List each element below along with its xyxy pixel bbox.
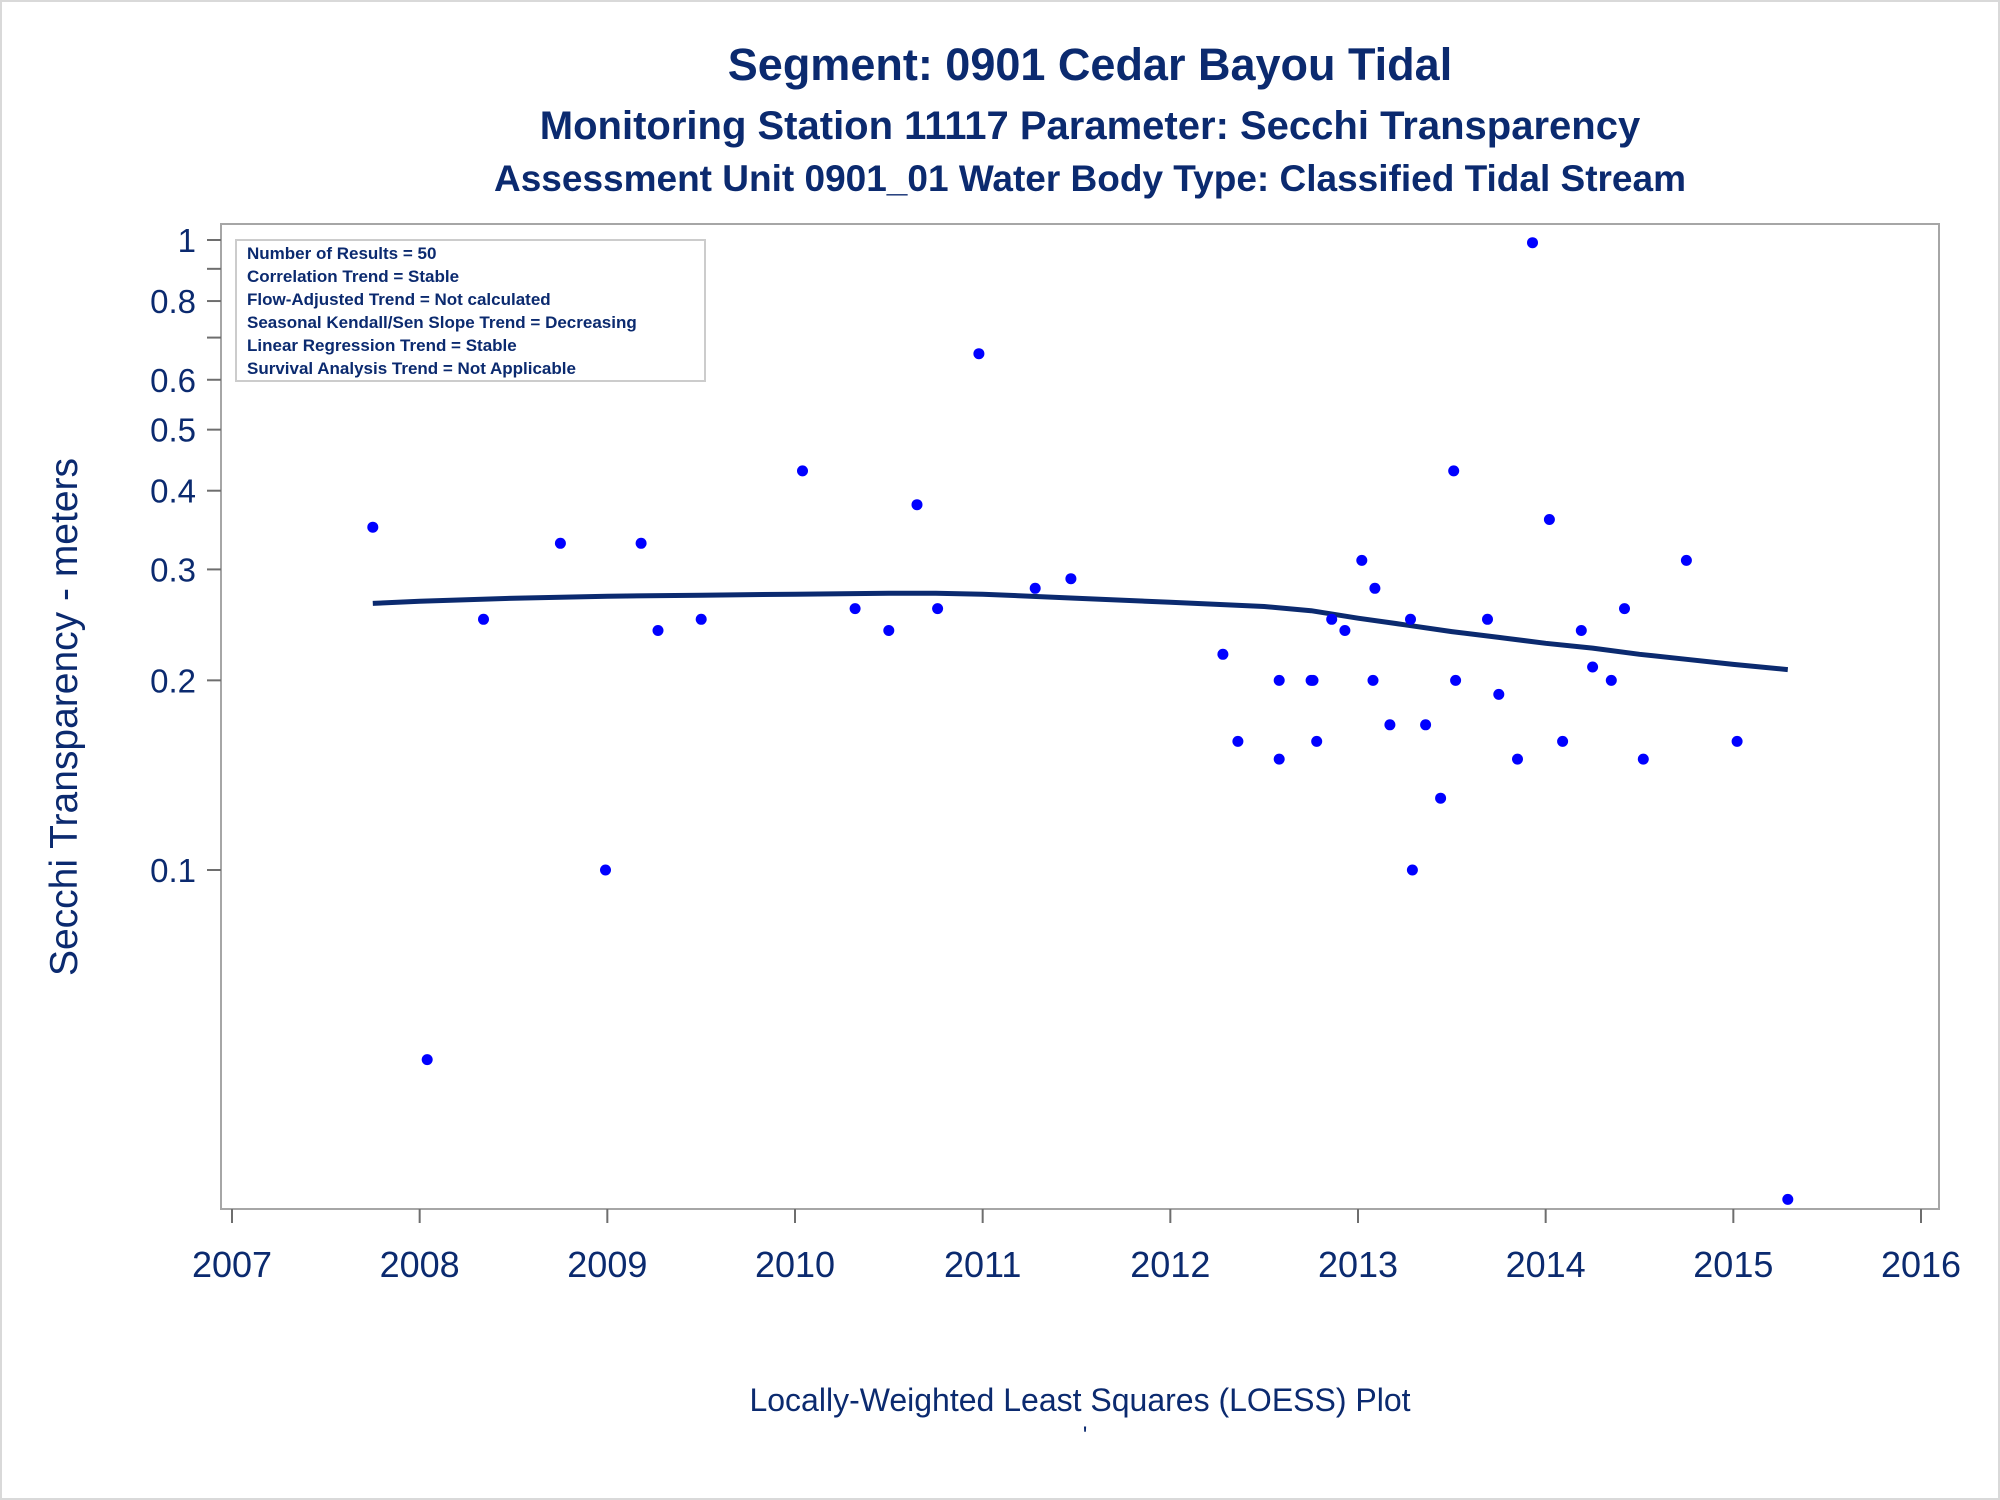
- y-tick-label: 1: [178, 222, 196, 259]
- plot-area: [220, 223, 1940, 1210]
- stats-line: Flow-Adjusted Trend = Not calculated: [247, 290, 551, 309]
- data-point: [1326, 613, 1338, 625]
- x-tick-label: 2014: [1506, 1244, 1586, 1285]
- data-point: [883, 625, 895, 636]
- stats-line: Seasonal Kendall/Sen Slope Trend = Decre…: [247, 313, 637, 332]
- stats-line: Linear Regression Trend = Stable: [247, 336, 517, 355]
- data-point: [1367, 674, 1379, 686]
- data-point: [1405, 613, 1416, 625]
- chart-subtitle: Monitoring Station 11117 Parameter: Secc…: [540, 104, 1641, 148]
- x-tick-label: 2015: [1693, 1244, 1773, 1285]
- data-point: [797, 465, 808, 477]
- stats-line: Correlation Trend = Stable: [247, 267, 459, 286]
- data-point: [1029, 582, 1041, 594]
- data-point: [1731, 735, 1743, 747]
- data-point: [1575, 625, 1587, 636]
- y-tick-label: 0.5: [150, 412, 196, 449]
- stats-line: Survival Analysis Trend = Not Applicable: [247, 359, 576, 378]
- data-point: [911, 499, 923, 511]
- data-point: [1339, 625, 1351, 636]
- x-tick-label: 2012: [1130, 1244, 1210, 1285]
- data-point: [1406, 864, 1418, 876]
- y-tick-label: 0.6: [150, 362, 196, 399]
- data-point: [1217, 648, 1229, 660]
- data-point: [849, 603, 861, 615]
- y-tick-label: 0.4: [150, 473, 196, 510]
- y-tick-label: 0.8: [150, 283, 196, 320]
- x-tick-label: 2011: [944, 1244, 1021, 1285]
- x-tick-label: 2009: [567, 1244, 647, 1285]
- data-point: [652, 625, 664, 636]
- data-point: [421, 1054, 433, 1066]
- data-point: [1356, 554, 1368, 566]
- y-axis: 0.1 0.2 0.3 0.4 0.5 0.6 0.8 1: [150, 222, 221, 889]
- data-point: [1065, 573, 1077, 585]
- data-point: [1493, 688, 1505, 700]
- data-point: [635, 537, 647, 549]
- y-tick-label: 0.1: [150, 852, 196, 889]
- data-point: [1273, 753, 1285, 765]
- data-point: [1637, 753, 1649, 765]
- data-point: [1680, 554, 1692, 566]
- x-tick-label: 2016: [1881, 1244, 1961, 1285]
- data-point: [1619, 603, 1630, 615]
- stats-box-frame: [235, 239, 706, 382]
- chart-footnote-mark: ': [1083, 1422, 1088, 1449]
- data-point: [1384, 719, 1396, 731]
- y-axis-label: Secchi Transparency - meters: [43, 458, 86, 976]
- data-point: [1782, 1193, 1794, 1205]
- data-point: [1527, 237, 1538, 249]
- data-point: [1448, 465, 1460, 477]
- stats-legend-box: Number of Results = 50 Correlation Trend…: [235, 239, 706, 382]
- x-axis: 2007 2008 2009 2010 2011 2012 2013 2014 2015 2016: [192, 1209, 1961, 1285]
- data-point: [1232, 735, 1244, 747]
- stats-line: Number of Results = 50: [247, 244, 436, 263]
- data-point: [1369, 582, 1381, 594]
- data-point: [1450, 674, 1462, 686]
- x-tick-label: 2013: [1318, 1244, 1398, 1285]
- x-tick-label: 2010: [755, 1244, 835, 1285]
- data-point: [478, 613, 489, 625]
- x-tick-label: 2008: [380, 1244, 460, 1285]
- y-tick-label: 0.2: [150, 662, 196, 699]
- data-point: [973, 348, 985, 360]
- chart-title: Segment: 0901 Cedar Bayou Tidal: [728, 39, 1452, 90]
- data-series: [367, 237, 1794, 1205]
- chart-subtitle-2: Assessment Unit 0901_01 Water Body Type:…: [494, 158, 1686, 199]
- data-point: [932, 603, 944, 615]
- x-tick-label: 2007: [192, 1244, 272, 1285]
- data-point: [600, 864, 611, 876]
- data-point: [554, 537, 566, 549]
- data-point: [1543, 514, 1555, 525]
- data-point: [367, 521, 379, 533]
- chart-footnote: Locally-Weighted Least Squares (LOESS) P…: [749, 1382, 1410, 1418]
- loess-trend-line: [372, 590, 1789, 673]
- data-point: [1587, 661, 1599, 673]
- data-point: [1273, 674, 1285, 686]
- data-point: [1435, 792, 1447, 804]
- y-tick-label: 0.3: [150, 551, 196, 588]
- data-point: [1557, 735, 1569, 747]
- data-point: [1311, 735, 1323, 747]
- data-point: [1307, 674, 1319, 686]
- data-point: [1605, 674, 1617, 686]
- data-point: [1512, 753, 1523, 765]
- data-point: [695, 613, 707, 625]
- data-point: [1482, 613, 1493, 625]
- data-point: [1420, 719, 1432, 731]
